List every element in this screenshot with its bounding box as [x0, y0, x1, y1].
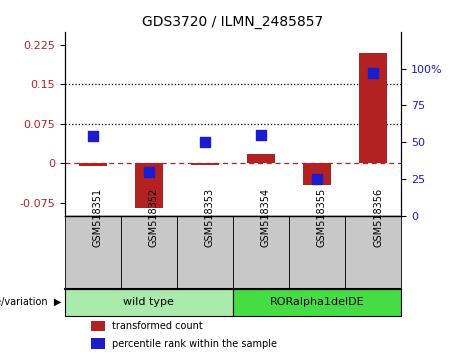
Text: percentile rank within the sample: percentile rank within the sample: [112, 338, 277, 349]
Text: GSM518353: GSM518353: [205, 188, 215, 247]
Bar: [303, 163, 331, 185]
Bar: [233, 216, 289, 289]
Text: wild type: wild type: [123, 297, 174, 308]
Bar: [91, 338, 105, 349]
Bar: [135, 163, 163, 208]
Bar: [91, 321, 105, 331]
Point: [369, 70, 377, 76]
Text: GSM518354: GSM518354: [261, 188, 271, 247]
Point: [89, 133, 96, 139]
Bar: [233, 289, 401, 316]
Bar: [191, 163, 219, 165]
Point: [201, 139, 208, 145]
Bar: [65, 289, 233, 316]
Text: GSM518356: GSM518356: [373, 188, 383, 247]
Point: [313, 176, 321, 182]
Bar: [247, 154, 275, 163]
Point: [257, 132, 265, 138]
Text: GSM518355: GSM518355: [317, 188, 327, 247]
Point: [145, 169, 152, 175]
Bar: [121, 216, 177, 289]
Bar: [78, 163, 106, 166]
Text: RORalpha1delDE: RORalpha1delDE: [270, 297, 364, 308]
Bar: [65, 216, 121, 289]
Bar: [359, 53, 387, 163]
Bar: [177, 216, 233, 289]
Text: GSM518352: GSM518352: [148, 188, 159, 247]
Text: genotype/variation  ▶: genotype/variation ▶: [0, 297, 62, 308]
Text: transformed count: transformed count: [112, 321, 202, 331]
Bar: [345, 216, 401, 289]
Title: GDS3720 / ILMN_2485857: GDS3720 / ILMN_2485857: [142, 16, 324, 29]
Bar: [289, 216, 345, 289]
Text: GSM518351: GSM518351: [93, 188, 103, 247]
